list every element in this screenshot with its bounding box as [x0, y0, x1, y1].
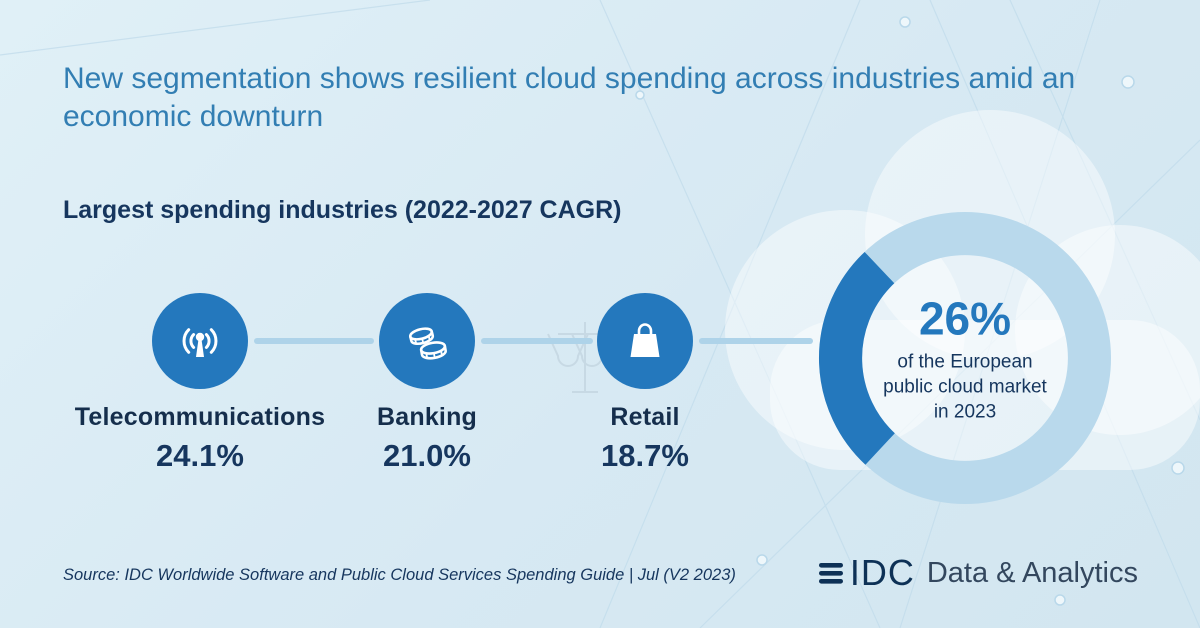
page-title: New segmentation shows resilient cloud s…: [63, 62, 1076, 134]
industry-label-banking: Banking: [376, 403, 478, 431]
shopping-bag-icon: [597, 293, 693, 389]
source-text: Source: IDC Worldwide Software and Publi…: [63, 566, 736, 584]
donut-value: 26%: [918, 292, 1012, 345]
industry-label-telecommunications: Telecommunications: [74, 403, 326, 431]
donut-caption: of the European public cloud market in 2…: [883, 351, 1047, 423]
connector-line-3: [699, 338, 813, 344]
idc-logo-text: IDC: [849, 552, 915, 593]
connector-line-2: [481, 338, 593, 344]
industry-label-retail: Retail: [610, 403, 680, 431]
coins-icon: [379, 293, 475, 389]
donut-chart: 26% of the European public cloud market …: [818, 211, 1112, 505]
section-subtitle: Largest spending industries (2022-2027 C…: [63, 196, 622, 224]
donut-segment: [818, 211, 1112, 505]
brand-name-text: Data & Analytics: [926, 556, 1138, 589]
connector-line-1: [254, 338, 374, 344]
broadcast-antenna-icon: [152, 293, 248, 389]
donut-center-text: 26% of the European public cloud market …: [870, 291, 1060, 424]
industry-telecommunications: Telecommunications 24.1%: [50, 293, 350, 474]
industry-value-telecommunications: 24.1%: [156, 438, 244, 473]
idc-logo: IDC Data & Analytics: [818, 552, 1138, 594]
industry-value-retail: 18.7%: [601, 438, 689, 473]
idc-logo-bars-icon: [818, 563, 843, 584]
industry-retail: Retail 18.7%: [535, 293, 755, 474]
industry-value-banking: 21.0%: [383, 438, 471, 473]
industry-banking: Banking 21.0%: [317, 293, 537, 474]
